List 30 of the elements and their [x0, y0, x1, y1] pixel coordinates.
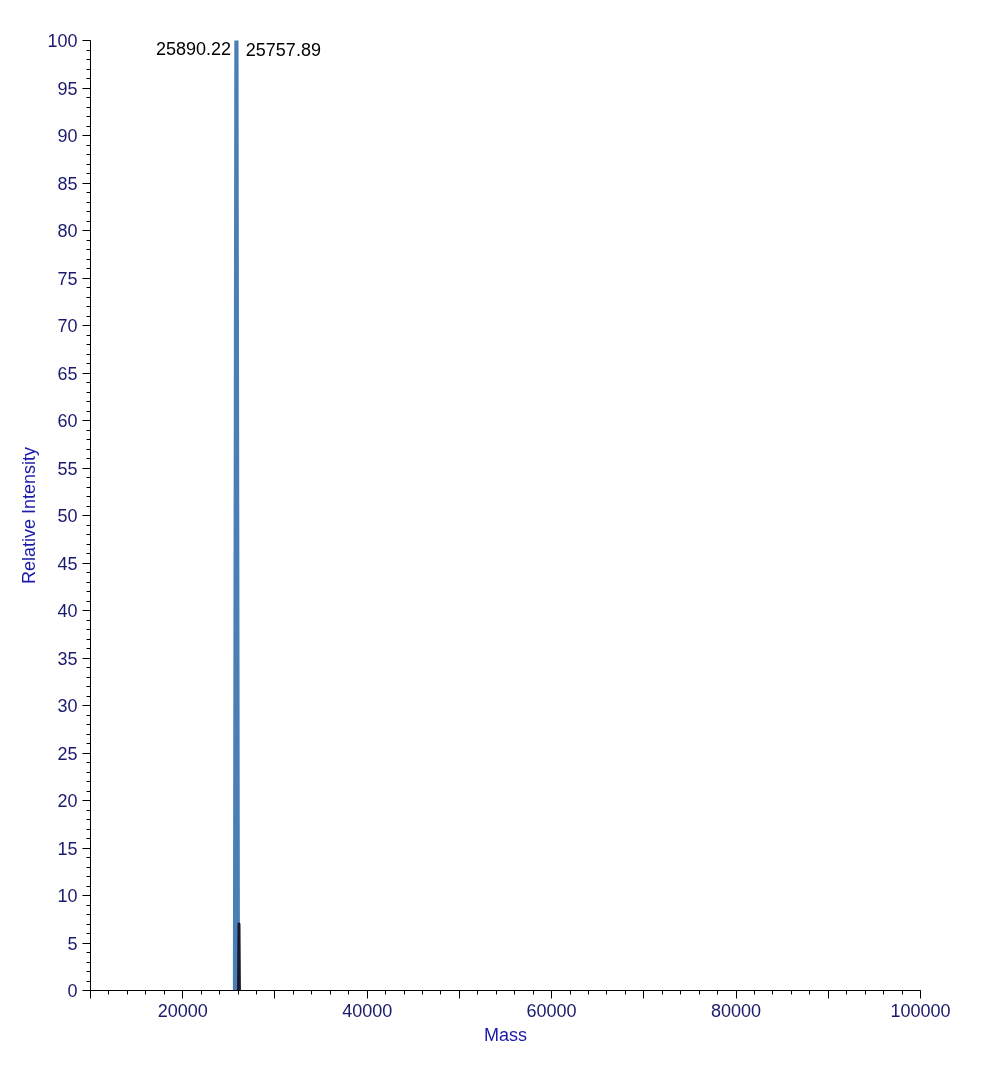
- x-axis-title: Mass: [484, 1024, 528, 1045]
- annotation: 25757.89: [245, 39, 321, 60]
- y-tick-label: 95: [57, 78, 78, 99]
- y-tick-label: 25: [57, 743, 78, 764]
- y-tick-label: 15: [57, 838, 78, 859]
- y-tick-label: 30: [57, 696, 78, 716]
- y-tick-label: 50: [57, 506, 78, 526]
- y-tick-label: 60: [57, 411, 78, 431]
- y-tick-label: 90: [57, 126, 78, 146]
- y-tick-label: 80: [57, 221, 78, 241]
- y-tick-label: 0: [67, 981, 78, 1001]
- x-tick-label: 60000: [526, 1000, 577, 1021]
- y-tick-label: 75: [57, 268, 78, 289]
- x-tick-label: 80000: [711, 1000, 762, 1021]
- y-tick-label: 20: [57, 791, 78, 811]
- y-tick-label: 70: [57, 316, 78, 336]
- y-tick-label: 65: [57, 363, 78, 384]
- y-tick-label: 10: [57, 886, 78, 906]
- y-tick-label: 35: [57, 648, 78, 669]
- y-tick-label: 5: [67, 933, 78, 954]
- annotation: 25890.22: [155, 39, 232, 59]
- y-tick-label: 40: [57, 601, 78, 621]
- y-tick-label: 100: [47, 31, 78, 51]
- y-tick-label: 55: [57, 458, 78, 479]
- x-tick-label: 40000: [342, 1000, 393, 1021]
- y-tick-label: 85: [57, 173, 78, 194]
- y-axis-title: Relative Intensity: [19, 446, 40, 585]
- y-tick-label: 45: [57, 553, 78, 574]
- x-tick-label: 100000: [890, 1000, 951, 1021]
- x-tick-label: 20000: [157, 1000, 208, 1021]
